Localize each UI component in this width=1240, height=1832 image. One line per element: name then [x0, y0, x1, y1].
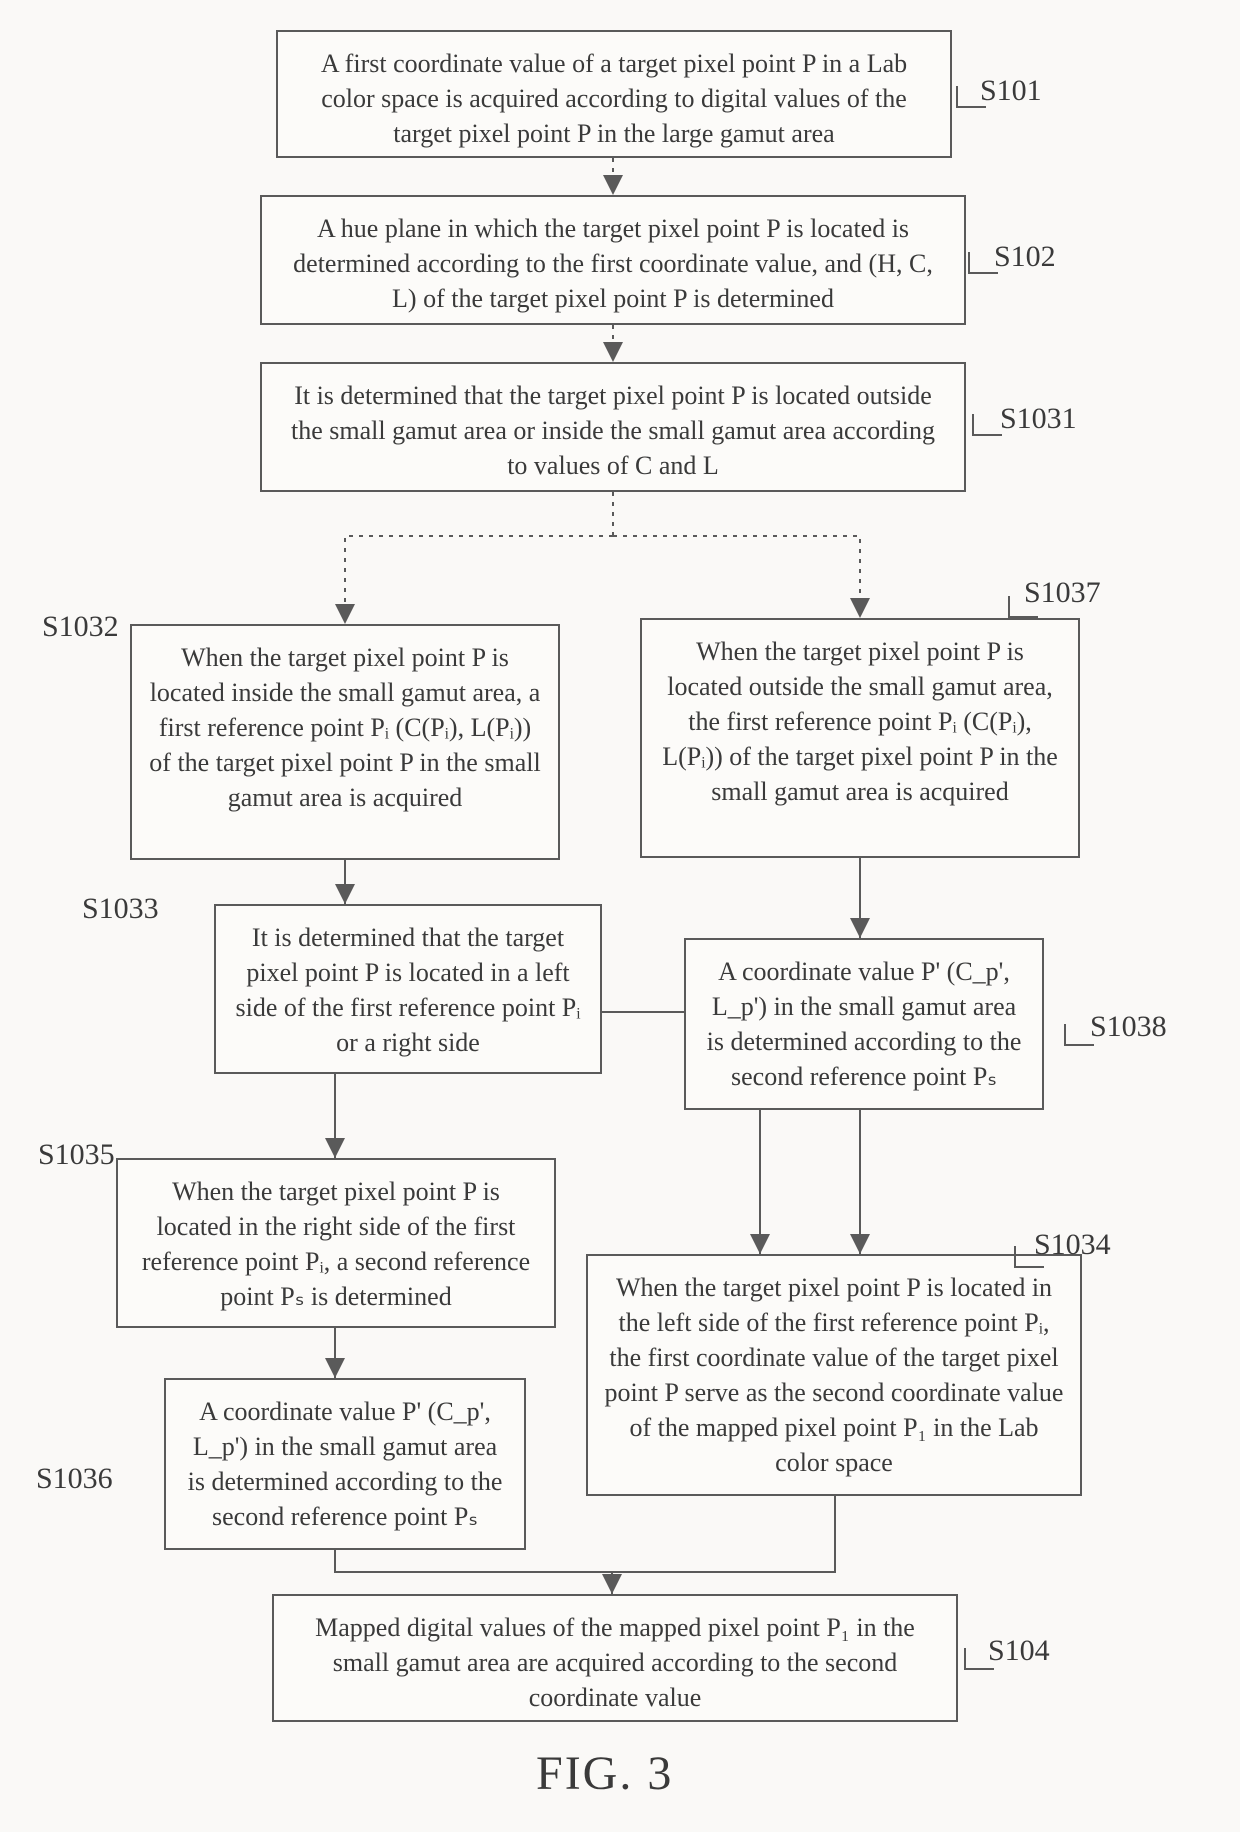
edge-branch-s1037 — [613, 536, 860, 618]
step-label-s1032: S1032 — [42, 610, 119, 644]
leader-tick — [1064, 1024, 1094, 1046]
flowchart-node-s104: Mapped digital values of the mapped pixe… — [272, 1594, 958, 1722]
step-label-s1035: S1035 — [38, 1138, 115, 1172]
step-label-s101: S101 — [980, 74, 1042, 108]
flowchart-node-s1031: It is determined that the target pixel p… — [260, 362, 966, 492]
step-label-s102: S102 — [994, 240, 1056, 274]
flowchart-node-s1033: It is determined that the target pixel p… — [214, 904, 602, 1074]
leader-tick — [1008, 596, 1038, 618]
step-label-s1034: S1034 — [1034, 1228, 1111, 1262]
step-label-s1033: S1033 — [82, 892, 159, 926]
leader-tick — [968, 252, 998, 274]
step-label-s1038: S1038 — [1090, 1010, 1167, 1044]
flowchart-node-s1036: A coordinate value P' (C_p', L_p') in th… — [164, 1378, 526, 1550]
step-label-s1031: S1031 — [1000, 402, 1077, 436]
flowchart-node-s1032: When the target pixel point P is located… — [130, 624, 560, 860]
step-label-s1036: S1036 — [36, 1462, 113, 1496]
leader-tick — [1014, 1246, 1044, 1268]
leader-tick — [956, 86, 986, 108]
leader-tick — [972, 414, 1002, 436]
figure-label: FIG. 3 — [536, 1746, 673, 1801]
flowchart-node-s102: A hue plane in which the target pixel po… — [260, 195, 966, 325]
flowchart-node-s1034: When the target pixel point P is located… — [586, 1254, 1082, 1496]
edge-s1036-s104 — [335, 1550, 612, 1594]
edge-branch-s1032 — [345, 536, 613, 624]
step-label-s104: S104 — [988, 1634, 1050, 1668]
leader-tick — [964, 1648, 994, 1670]
flowchart-node-s1035: When the target pixel point P is located… — [116, 1158, 556, 1328]
flowchart-node-s101: A first coordinate value of a target pix… — [276, 30, 952, 158]
edge-s1034-s104 — [612, 1496, 835, 1572]
flowchart-node-s1038: A coordinate value P' (C_p', L_p') in th… — [684, 938, 1044, 1110]
flowchart-node-s1037: When the target pixel point P is located… — [640, 618, 1080, 858]
flowchart-canvas: FIG. 3 A first coordinate value of a tar… — [0, 0, 1240, 1832]
